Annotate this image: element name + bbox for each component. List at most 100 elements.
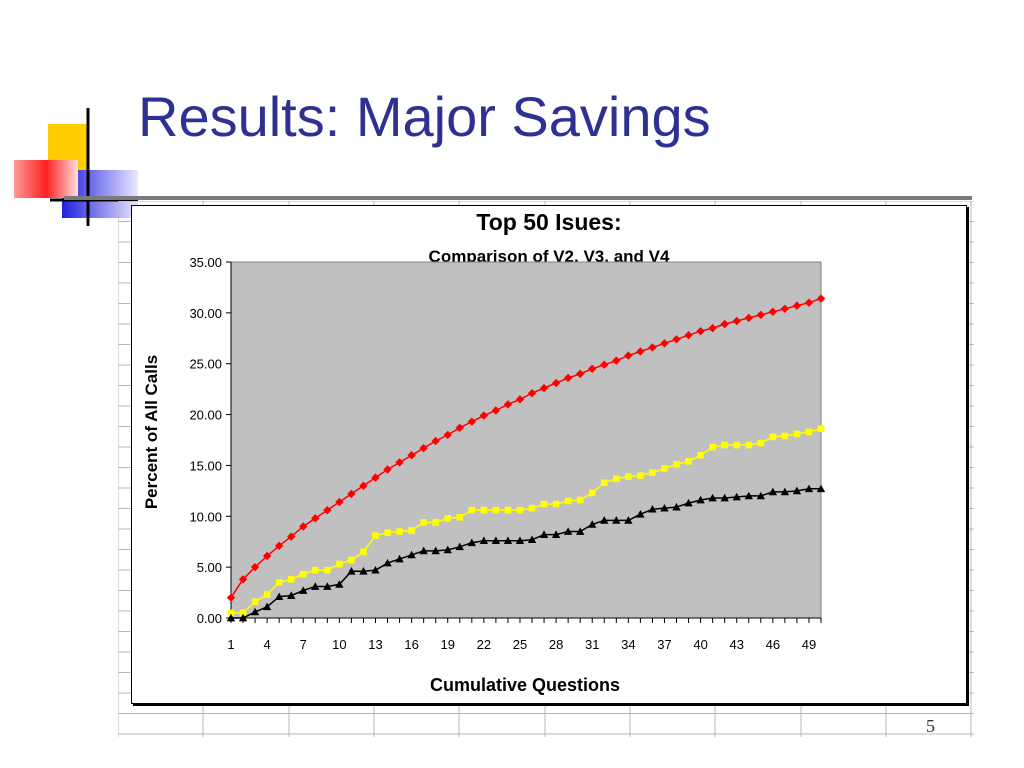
data-point	[491, 406, 501, 415]
data-point	[720, 493, 729, 502]
data-point	[696, 326, 705, 336]
data-point	[287, 532, 296, 541]
data-point	[708, 493, 717, 502]
data-point	[732, 316, 741, 326]
data-point	[431, 546, 440, 555]
data-point	[527, 535, 537, 544]
x-tick-label: 46	[766, 637, 780, 652]
data-point	[792, 486, 802, 495]
data-point	[780, 304, 790, 313]
y-tick-label: 35.00	[189, 255, 222, 270]
data-point	[299, 570, 307, 578]
data-point	[407, 550, 416, 559]
x-axis-label: Cumulative Questions	[430, 675, 620, 695]
data-point	[467, 538, 477, 547]
data-point	[600, 479, 608, 487]
data-point	[420, 519, 427, 526]
data-point	[661, 465, 668, 472]
x-tick-label: 40	[693, 637, 707, 652]
data-point	[491, 536, 501, 545]
data-point	[455, 542, 464, 551]
data-point	[563, 527, 573, 535]
data-point	[287, 576, 295, 583]
y-tick-label: 25.00	[189, 357, 222, 372]
data-point	[359, 481, 368, 490]
data-point	[443, 430, 452, 440]
y-tick-label: 20.00	[189, 408, 222, 423]
y-tick-label: 15.00	[189, 458, 222, 473]
data-point	[600, 516, 609, 524]
data-point	[407, 451, 416, 460]
data-point	[516, 506, 524, 514]
data-point	[732, 492, 741, 501]
data-point	[384, 529, 391, 536]
data-point	[419, 546, 428, 555]
data-point	[804, 298, 814, 307]
data-point	[251, 598, 259, 606]
data-point	[336, 560, 343, 568]
data-point	[624, 516, 633, 524]
data-point	[527, 389, 537, 398]
data-point	[239, 609, 247, 617]
data-point	[673, 461, 680, 468]
data-point	[540, 500, 548, 508]
y-tick-label: 10.00	[189, 509, 222, 524]
data-point	[551, 378, 561, 388]
x-tick-label: 16	[404, 637, 418, 652]
data-point	[372, 532, 379, 539]
data-point	[335, 580, 344, 588]
data-point	[515, 536, 525, 545]
data-point	[697, 451, 704, 459]
data-point	[624, 351, 633, 360]
data-point	[768, 307, 778, 317]
data-point	[492, 506, 500, 514]
data-point	[575, 527, 585, 535]
data-point	[745, 441, 753, 449]
data-point	[323, 505, 332, 515]
x-tick-label: 10	[332, 637, 346, 652]
data-point	[444, 515, 452, 522]
data-point	[756, 310, 765, 320]
data-point	[780, 487, 790, 496]
x-tick-label: 37	[657, 637, 671, 652]
data-point	[625, 473, 632, 480]
data-point	[564, 497, 572, 505]
data-point	[263, 591, 271, 598]
data-point	[455, 423, 464, 432]
x-tick-label: 31	[585, 637, 599, 652]
x-tick-label: 28	[549, 637, 563, 652]
data-point	[311, 566, 319, 574]
data-point	[432, 519, 439, 526]
data-point	[733, 441, 741, 449]
data-point	[756, 491, 765, 500]
data-point	[744, 491, 753, 500]
data-point	[769, 433, 777, 441]
x-tick-label: 25	[513, 637, 527, 652]
data-point	[648, 504, 657, 513]
data-point	[636, 510, 645, 518]
data-point	[347, 567, 356, 575]
data-point	[744, 313, 753, 323]
data-point	[395, 554, 404, 563]
x-tick-label: 1	[227, 637, 234, 652]
data-point	[359, 567, 368, 575]
data-point	[817, 425, 825, 433]
x-tick-label: 7	[300, 637, 307, 652]
data-point	[816, 484, 826, 493]
data-point	[274, 541, 284, 550]
x-tick-label: 43	[729, 637, 743, 652]
data-point	[781, 432, 789, 440]
x-tick-label: 13	[368, 637, 382, 652]
data-point	[408, 527, 415, 534]
line-chart: Top 50 Isues: Comparison of V2, V3, and …	[142, 209, 826, 695]
data-point	[672, 502, 681, 511]
data-point	[528, 504, 536, 512]
y-tick-label: 5.00	[197, 560, 222, 575]
data-point	[371, 565, 380, 574]
data-point	[696, 495, 705, 504]
data-point	[709, 443, 716, 451]
data-point	[805, 428, 813, 436]
data-point	[684, 498, 693, 507]
data-point	[396, 528, 403, 535]
data-point	[335, 497, 344, 507]
